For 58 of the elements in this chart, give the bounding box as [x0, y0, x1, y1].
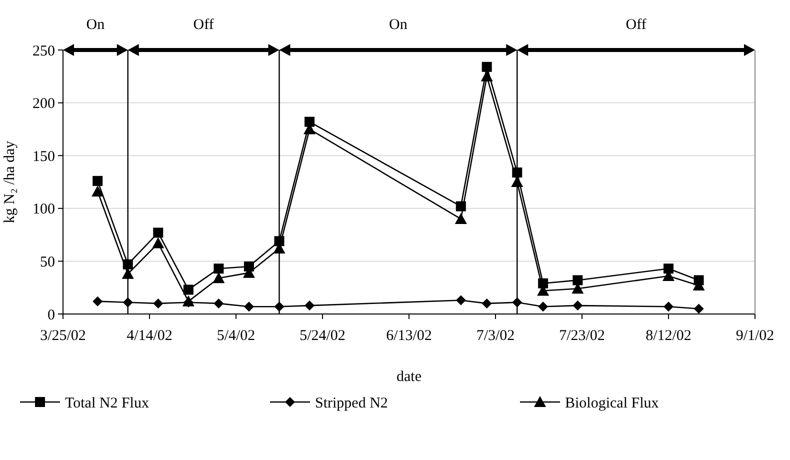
y-tick-label: 0 — [48, 307, 55, 324]
point — [92, 176, 103, 186]
point — [694, 275, 704, 286]
y-tick-label: 50 — [40, 254, 55, 270]
y-tick-label: 150 — [32, 148, 55, 165]
point — [152, 237, 164, 248]
point — [694, 304, 704, 314]
point — [664, 302, 674, 312]
point — [482, 298, 492, 308]
point — [538, 278, 548, 288]
point — [153, 298, 164, 308]
point — [212, 272, 225, 284]
x-tick-label: 9/1/02 — [736, 328, 774, 344]
legend-label: Biological Flux — [565, 395, 660, 412]
y-tick-label: 200 — [32, 96, 55, 112]
x-tick-label: 7/3/02 — [476, 328, 515, 344]
point — [214, 298, 224, 308]
point — [274, 236, 284, 246]
point — [456, 295, 466, 306]
point — [572, 275, 583, 286]
point — [122, 297, 133, 308]
x-tick-label: 7/23/02 — [559, 328, 605, 344]
point — [122, 259, 133, 270]
point — [304, 116, 315, 127]
legend-label: Stripped N2 — [315, 395, 388, 412]
point — [456, 201, 466, 212]
point — [214, 264, 224, 274]
x-tick-label: 5/4/02 — [216, 328, 256, 344]
point — [304, 300, 315, 311]
point — [244, 261, 254, 272]
point — [153, 228, 164, 238]
x-tick-label: 5/24/02 — [300, 328, 346, 344]
legend-label: Total N2 Flux — [65, 395, 150, 412]
y-axis-title: kg N₂ /ha day — [2, 140, 18, 224]
text: Off — [193, 17, 214, 33]
text: Off — [626, 17, 646, 33]
x-tick-label: 6/13/02 — [386, 328, 432, 344]
y-tick-label: 100 — [32, 202, 55, 218]
x-tick-label: 8/12/02 — [646, 328, 692, 344]
x-tick-label: 3/25/02 — [40, 328, 86, 344]
point — [244, 302, 254, 312]
point — [122, 268, 134, 279]
point — [512, 167, 522, 178]
y-tick-label: 250 — [32, 43, 55, 60]
x-tick-label: 4/14/02 — [126, 328, 172, 344]
point — [92, 296, 103, 306]
point — [572, 300, 583, 311]
text: On — [389, 17, 408, 33]
point — [92, 186, 104, 197]
text: On — [86, 17, 106, 33]
point — [512, 297, 522, 308]
x-axis-title: date — [396, 369, 422, 385]
point — [274, 302, 284, 312]
point — [664, 264, 674, 274]
point — [538, 302, 548, 312]
point — [183, 284, 194, 295]
point — [454, 212, 467, 224]
point — [482, 62, 492, 72]
